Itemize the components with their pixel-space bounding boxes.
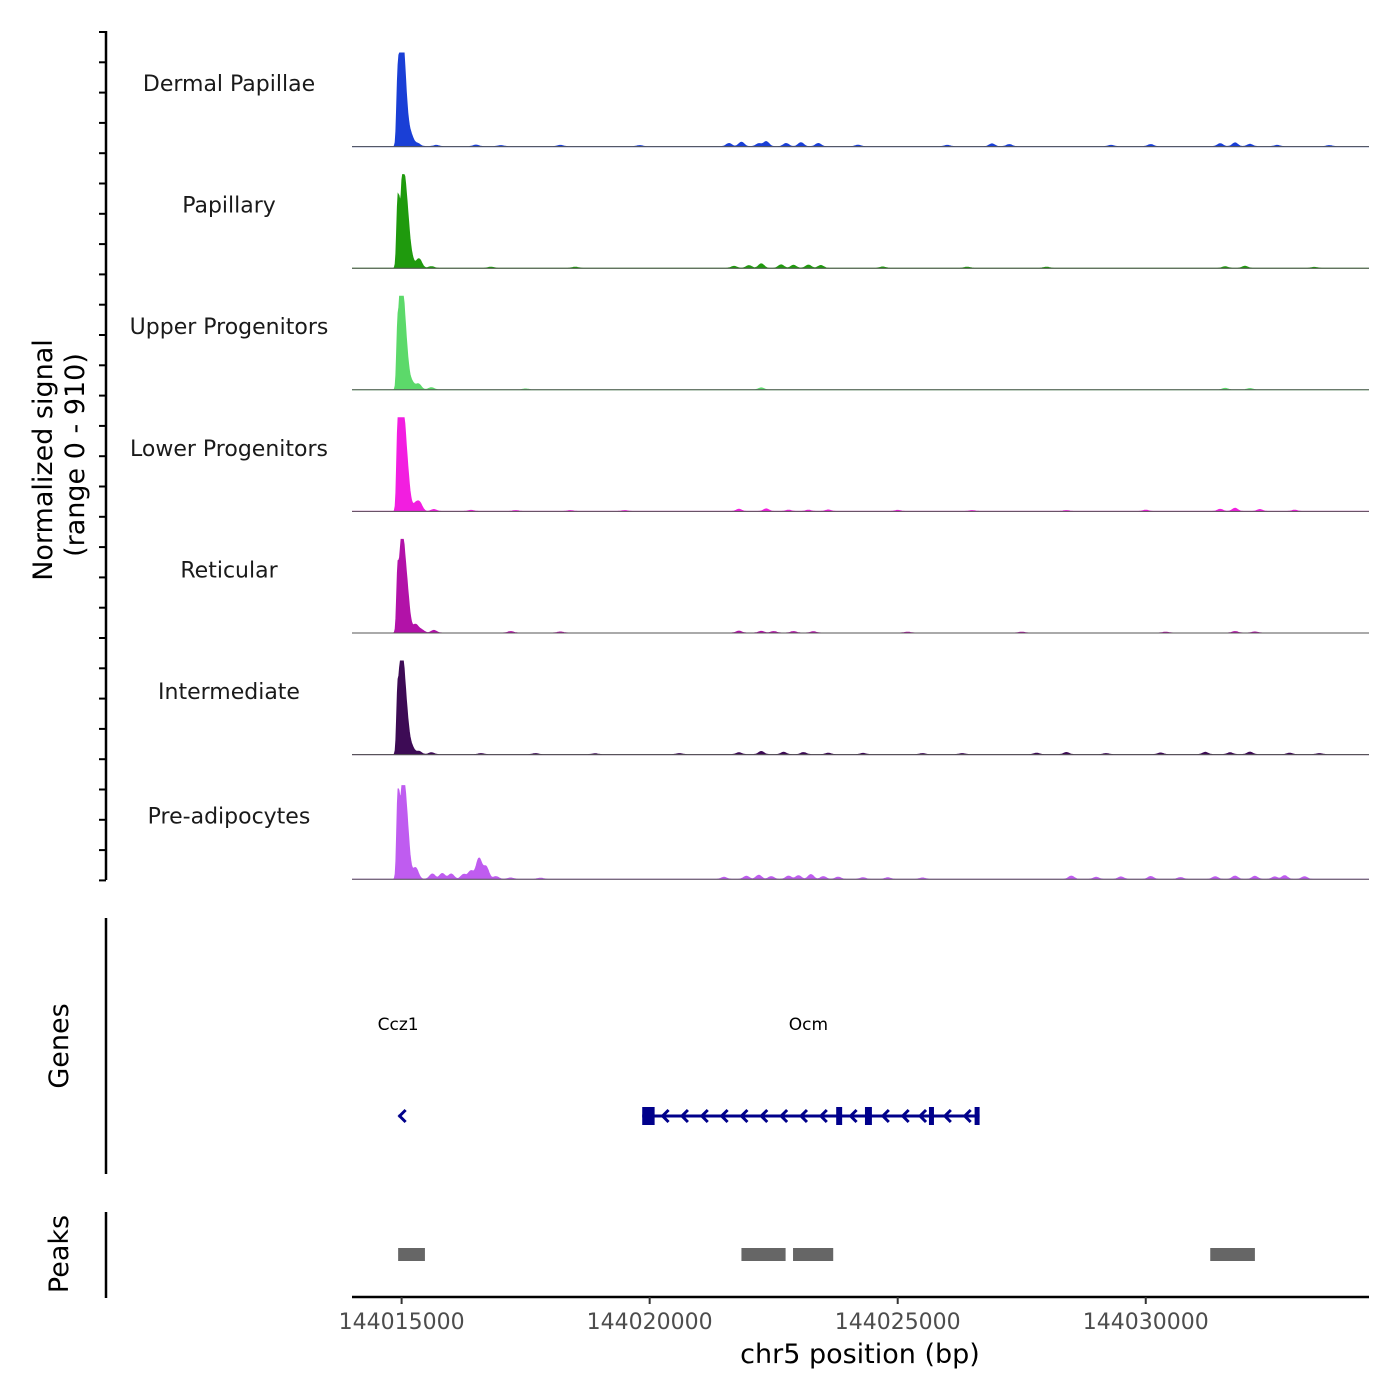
peak-bar xyxy=(398,1248,425,1261)
coverage-area xyxy=(352,417,1369,512)
track-6: Pre-adipocytes xyxy=(148,785,1369,880)
strand-arrow xyxy=(759,1108,769,1124)
strand-arrow xyxy=(942,1108,952,1124)
gene-ocm: Ocm xyxy=(642,1015,980,1125)
coverage-area xyxy=(352,174,1369,269)
strand-arrow xyxy=(679,1108,689,1124)
strand-arrow xyxy=(699,1108,709,1124)
track-label: Pre-adipocytes xyxy=(148,805,311,830)
gene-exon xyxy=(864,1107,872,1125)
gene-exon xyxy=(642,1107,655,1125)
strand-arrow xyxy=(818,1108,828,1124)
x-tick-label: 144020000 xyxy=(587,1310,713,1335)
signal-y-axis-ticks xyxy=(99,31,106,882)
strand-arrow xyxy=(848,1108,858,1124)
peak-bar xyxy=(741,1248,786,1261)
coverage-area xyxy=(352,538,1369,634)
strand-arrow xyxy=(397,1108,407,1124)
track-1: Papillary xyxy=(182,174,1369,269)
strand-arrow xyxy=(779,1108,789,1124)
peak-track xyxy=(398,1248,1255,1261)
x-axis-ticks: 144015000 144020000 144025000 144030000 xyxy=(339,1297,1209,1335)
gene-exon xyxy=(928,1107,934,1125)
track-0: Dermal Papillae xyxy=(143,52,1369,148)
track-2: Upper Progenitors xyxy=(130,295,1369,391)
strand-arrow xyxy=(917,1108,928,1124)
x-tick-label: 144030000 xyxy=(1083,1310,1209,1335)
x-axis-title: chr5 position (bp) xyxy=(740,1339,980,1370)
strand-arrow xyxy=(719,1108,729,1124)
track-label: Lower Progenitors xyxy=(130,437,328,462)
gene-exon xyxy=(974,1107,980,1125)
coverage-area xyxy=(352,785,1369,880)
coverage-area xyxy=(352,660,1369,756)
gene-label: Ccz1 xyxy=(378,1015,419,1035)
x-tick-label: 144025000 xyxy=(835,1310,961,1335)
gene-exon xyxy=(836,1107,843,1125)
track-3: Lower Progenitors xyxy=(130,417,1369,512)
peaks-track-title: Peaks xyxy=(44,1215,75,1293)
strand-arrow xyxy=(962,1108,972,1124)
track-label: Intermediate xyxy=(158,680,300,705)
genes-track-title: Genes xyxy=(44,1003,75,1088)
coverage-area xyxy=(352,295,1369,391)
peak-bar xyxy=(1210,1248,1255,1261)
strand-arrow xyxy=(660,1108,670,1124)
track-label: Papillary xyxy=(182,194,276,219)
track-5: Intermediate xyxy=(158,660,1369,756)
coverage-tracks: Dermal Papillae Papillary Upper Progenitor… xyxy=(130,52,1369,880)
gene-track: Ccz1 Ocm xyxy=(378,1015,980,1125)
track-4: Reticular xyxy=(180,538,1369,634)
signal-y-axis xyxy=(99,31,108,882)
y-axis-range-label: (range 0 - 910) xyxy=(60,353,91,557)
track-label: Upper Progenitors xyxy=(130,315,329,340)
strand-arrow xyxy=(880,1108,890,1124)
strand-arrow xyxy=(739,1108,749,1124)
strand-arrow xyxy=(900,1108,910,1124)
track-label: Dermal Papillae xyxy=(143,72,315,97)
y-axis-title: Normalized signal xyxy=(28,339,59,581)
coverage-area xyxy=(352,52,1369,148)
gene-ccz1: Ccz1 xyxy=(378,1015,419,1124)
track-label: Reticular xyxy=(180,558,278,583)
x-tick-label: 144015000 xyxy=(339,1310,465,1335)
peak-bar xyxy=(793,1248,834,1261)
gene-label: Ocm xyxy=(789,1015,828,1035)
strand-arrow xyxy=(798,1108,809,1124)
